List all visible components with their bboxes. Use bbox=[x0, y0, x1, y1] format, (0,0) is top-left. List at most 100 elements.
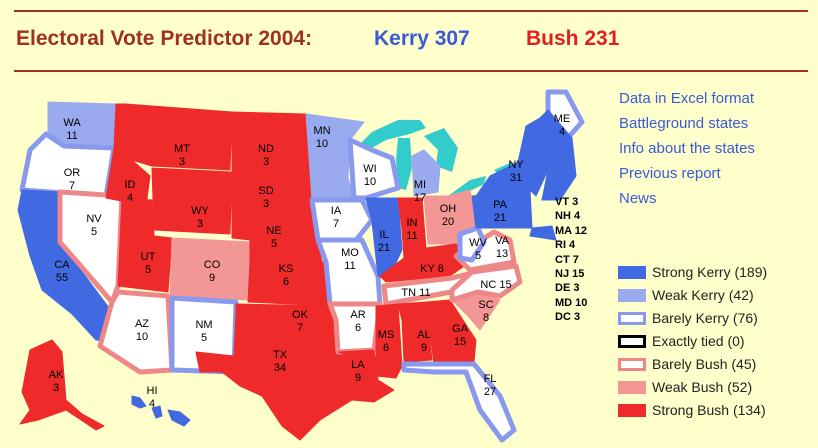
links-panel: Data in Excel format Battleground states I… bbox=[619, 86, 755, 211]
state-label-il: IL 21 bbox=[378, 229, 390, 254]
legend-swatch bbox=[618, 381, 646, 394]
legend-label: Exactly tied (0) bbox=[652, 333, 745, 349]
state-mi[interactable] bbox=[411, 149, 441, 197]
state-label-va: VA 13 bbox=[495, 235, 510, 260]
state-nc[interactable] bbox=[449, 263, 523, 303]
state-label-in: IN 11 bbox=[406, 217, 417, 242]
state-label-sd: SD 3 bbox=[258, 185, 273, 210]
small-state-3: RI 4 bbox=[555, 239, 576, 252]
top-rule bbox=[14, 10, 808, 12]
small-state-5: NJ 15 bbox=[555, 268, 585, 281]
small-state-1: NH 4 bbox=[555, 210, 581, 223]
state-label-nd: ND 3 bbox=[258, 143, 274, 168]
state-label-ny: NY 31 bbox=[508, 159, 524, 184]
state-label-pa: PA 21 bbox=[493, 199, 508, 224]
legend-label: Barely Kerry (76) bbox=[652, 310, 758, 326]
state-label-me: ME 4 bbox=[554, 113, 571, 138]
state-la[interactable] bbox=[337, 349, 395, 403]
state-label-mo: MO 11 bbox=[341, 247, 359, 272]
legend-label: Barely Bush (45) bbox=[652, 356, 757, 372]
lake-superior bbox=[360, 120, 426, 150]
legend-label: Strong Bush (134) bbox=[652, 402, 766, 418]
state-label-oh: OH 20 bbox=[440, 203, 457, 228]
small-state-6: DE 3 bbox=[555, 282, 580, 295]
state-label-ca: CA 55 bbox=[54, 259, 70, 284]
us-electoral-map: WA 11 OR 7 CA 55 NV 5 ID 4 MT 3 WY 3 UT 5 AZ 10 CO 9 NM 5 ND 3 S… bbox=[0, 86, 612, 448]
state-label-ne: NE 5 bbox=[266, 225, 281, 250]
state-label-tx: TX 34 bbox=[273, 349, 288, 374]
legend-label: Weak Kerry (42) bbox=[652, 287, 754, 303]
lake-michigan bbox=[396, 138, 412, 190]
bush-total: Bush 231 bbox=[526, 27, 620, 50]
small-state-2: MA 12 bbox=[555, 224, 587, 237]
state-label-nv: NV 5 bbox=[86, 213, 102, 238]
state-hi[interactable] bbox=[131, 395, 191, 427]
state-label-sc: SC 8 bbox=[478, 299, 493, 324]
legend-swatch bbox=[618, 404, 646, 417]
state-nd[interactable] bbox=[231, 111, 311, 167]
state-label-ak: AK 3 bbox=[49, 369, 64, 394]
state-label-nm: NM 5 bbox=[195, 319, 212, 344]
state-label-ok: OK 7 bbox=[292, 309, 309, 334]
state-label-ms: MS 6 bbox=[378, 329, 395, 354]
state-label-ks: KS 6 bbox=[279, 263, 294, 288]
legend-swatch bbox=[618, 289, 646, 302]
state-labels: WA 11 OR 7 CA 55 NV 5 ID 4 MT 3 WY 3 UT 5 AZ 10 CO 9 NM 5 ND 3 S… bbox=[49, 113, 571, 410]
legend-swatch bbox=[618, 266, 646, 279]
state-label-wa: WA 11 bbox=[63, 117, 81, 142]
legend-swatch bbox=[618, 335, 646, 348]
nav-link-1[interactable]: Battleground states bbox=[619, 115, 749, 132]
small-state-7: MD 10 bbox=[555, 296, 588, 309]
state-al[interactable] bbox=[397, 301, 433, 363]
state-label-al: AL 9 bbox=[417, 329, 430, 354]
kerry-total: Kerry 307 bbox=[374, 27, 470, 50]
page-title: Electoral Vote Predictor 2004: bbox=[16, 27, 313, 50]
map-svg: WA 11 OR 7 CA 55 NV 5 ID 4 MT 3 WY 3 UT 5 AZ 10 CO 9 NM 5 ND 3 S… bbox=[17, 89, 585, 443]
state-label-fl: FL 27 bbox=[484, 373, 497, 398]
state-label-la: LA 9 bbox=[351, 359, 365, 384]
state-label-ia: IA 7 bbox=[331, 205, 342, 230]
legend-swatch bbox=[618, 358, 646, 371]
legend-swatch bbox=[618, 312, 646, 325]
state-label-wy: WY 3 bbox=[191, 205, 209, 230]
states-layer bbox=[17, 89, 585, 443]
state-wv[interactable] bbox=[457, 225, 487, 263]
lake-erie bbox=[448, 176, 486, 196]
state-ia[interactable] bbox=[309, 197, 375, 243]
state-label-az: AZ 10 bbox=[135, 318, 149, 343]
new-england-states[interactable] bbox=[539, 109, 577, 201]
state-ny[interactable] bbox=[475, 117, 549, 197]
state-wy[interactable] bbox=[151, 167, 233, 235]
state-label-ut: UT 5 bbox=[141, 251, 156, 276]
state-ga[interactable] bbox=[425, 299, 477, 365]
header-rule bbox=[14, 70, 808, 72]
state-wi[interactable] bbox=[347, 137, 401, 201]
state-label-or: OR 7 bbox=[64, 167, 81, 192]
nav-link-4[interactable]: News bbox=[619, 190, 657, 207]
state-label-nc: NC 15 bbox=[480, 279, 511, 291]
state-label-ky: KY 8 bbox=[420, 263, 444, 275]
mid-atlantic-states[interactable] bbox=[529, 225, 557, 241]
state-label-hi: HI 4 bbox=[147, 385, 158, 410]
state-label-id: ID 4 bbox=[125, 179, 136, 204]
state-label-co: CO 9 bbox=[204, 259, 221, 284]
state-mt[interactable] bbox=[125, 103, 233, 171]
nav-link-0[interactable]: Data in Excel format bbox=[619, 90, 755, 107]
small-state-8: DC 3 bbox=[555, 311, 581, 324]
lake-huron bbox=[424, 128, 458, 172]
state-ms[interactable] bbox=[375, 303, 403, 379]
state-label-ga: GA 15 bbox=[452, 323, 469, 348]
state-label-wi: WI 10 bbox=[363, 163, 376, 188]
state-tx[interactable] bbox=[195, 311, 353, 441]
legend-label: Strong Kerry (189) bbox=[652, 264, 768, 280]
nav-link-2[interactable]: Info about the states bbox=[619, 140, 755, 157]
state-ak[interactable] bbox=[19, 339, 105, 431]
state-label-mi: MI 17 bbox=[414, 179, 426, 204]
state-label-mn: MN 10 bbox=[313, 125, 330, 150]
legend-label: Weak Bush (52) bbox=[652, 379, 753, 395]
state-fl[interactable] bbox=[401, 361, 517, 443]
small-state-0: VT 3 bbox=[555, 196, 579, 208]
small-states-list: VT 3 NH 4 MA 12 RI 4 CT 7 NJ 15 DE 3 MD 10 DC 3 bbox=[555, 195, 587, 325]
nav-link-3[interactable]: Previous report bbox=[619, 165, 721, 182]
state-az[interactable] bbox=[97, 289, 175, 375]
